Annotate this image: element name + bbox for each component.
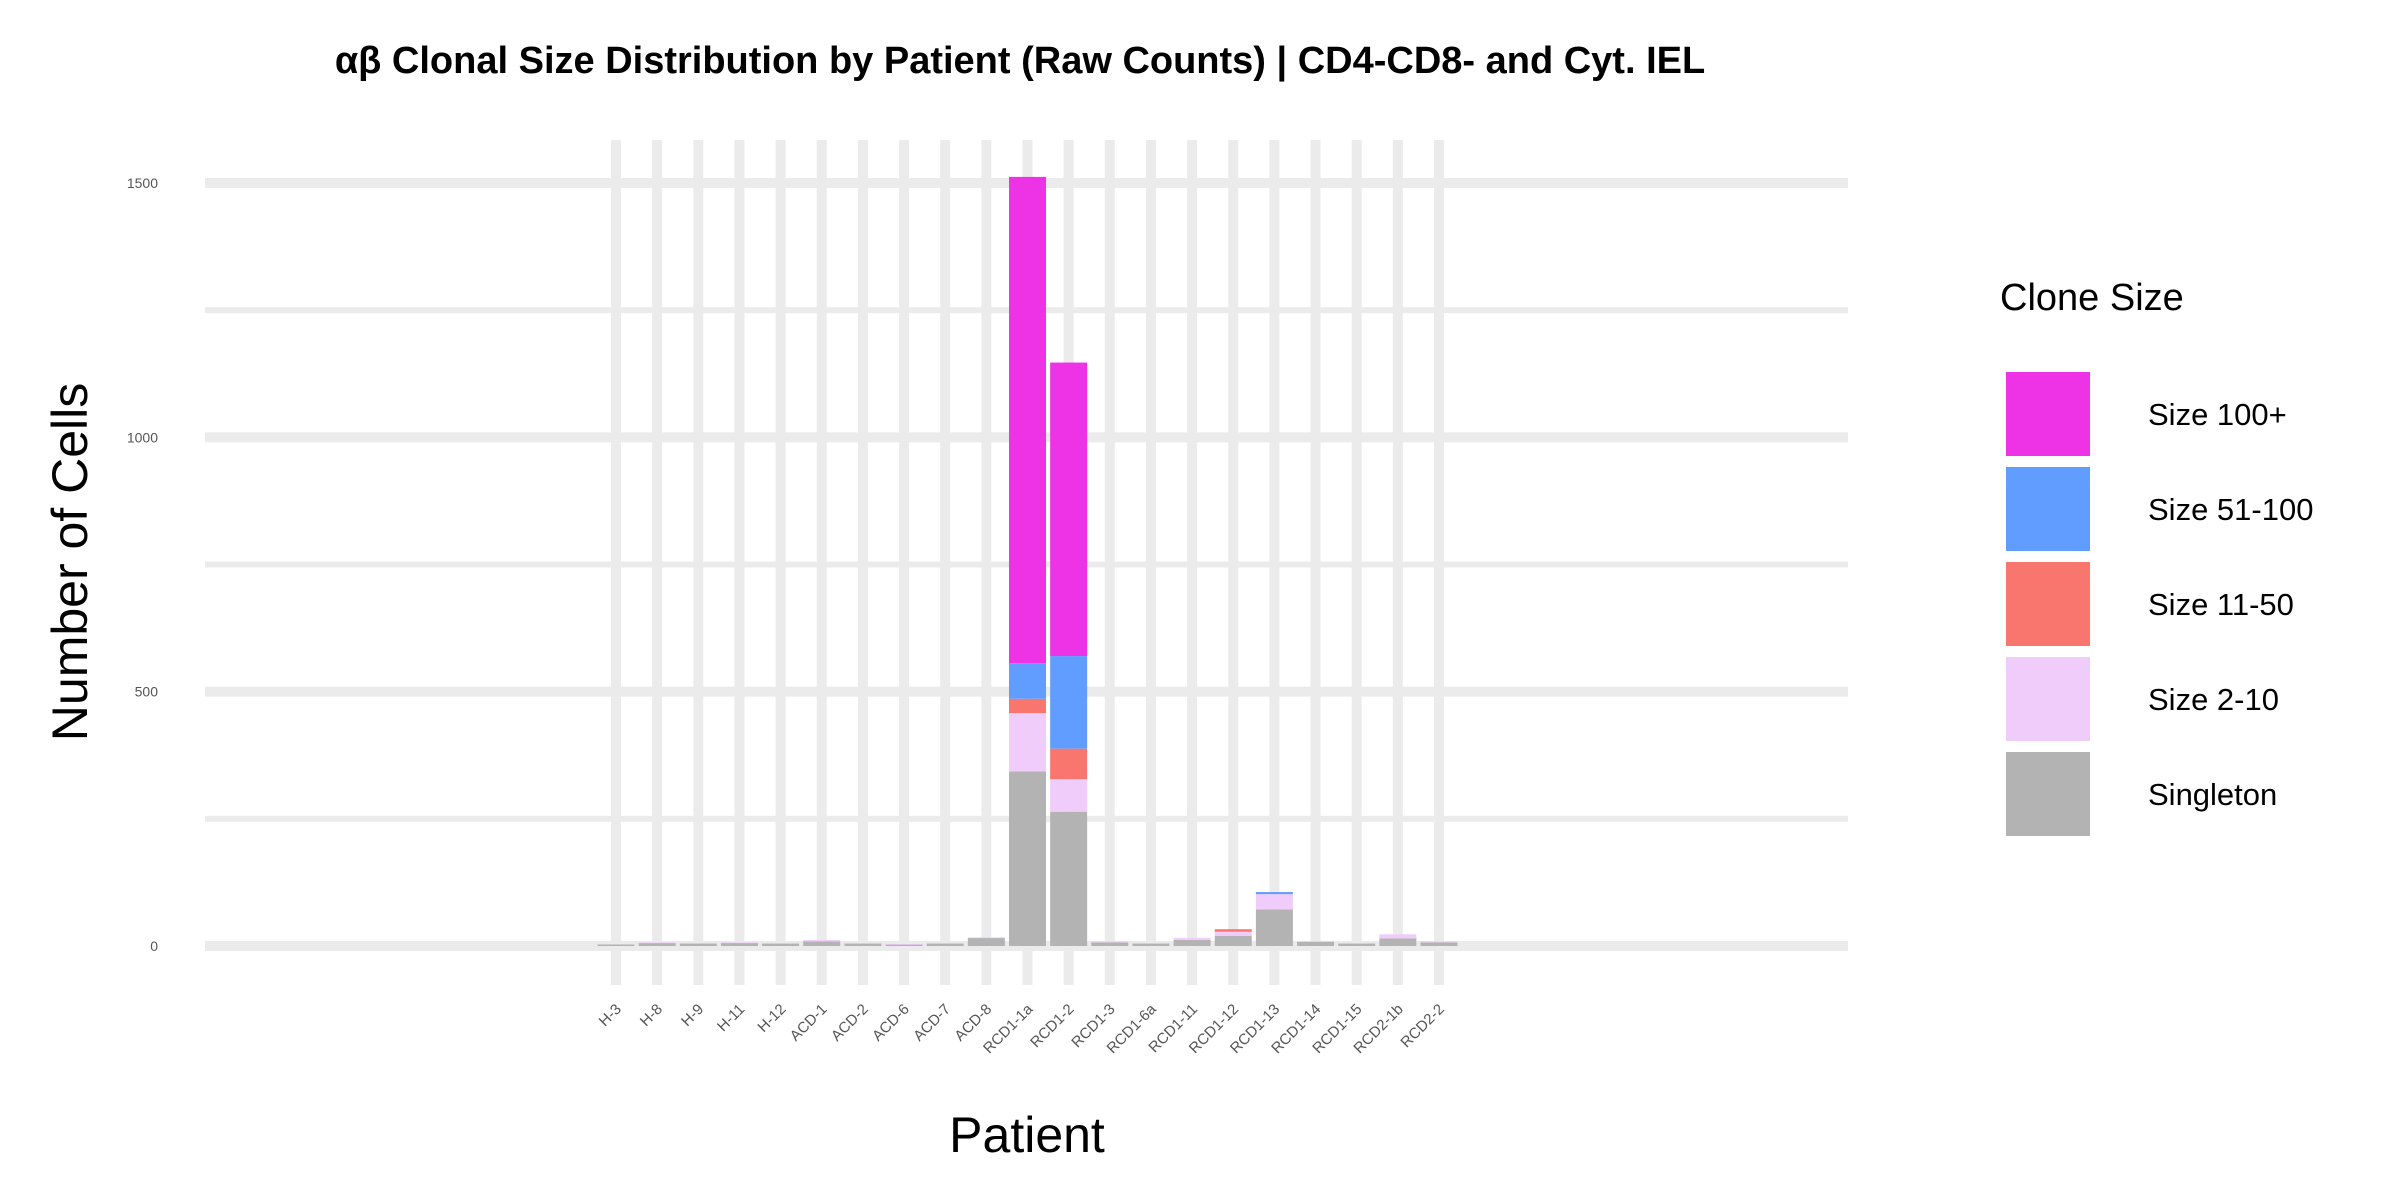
- legend-swatch: [2006, 372, 2090, 456]
- bar-segment-size-2-10: [679, 942, 717, 944]
- bar-segment-size-11-50: [1009, 698, 1046, 714]
- bar-segment-size-2-10: [1297, 940, 1335, 942]
- y-tick-label: 1500: [127, 175, 158, 191]
- bar-segment-size-51-100: [1009, 663, 1046, 699]
- x-tick-label: RCD2-2: [1397, 1001, 1447, 1051]
- legend-label: Size 2-10: [2148, 682, 2279, 717]
- bar-segment-singleton: [679, 943, 717, 946]
- legend-item: Size 11-50: [2006, 562, 2294, 646]
- bar-segment-singleton: [1132, 943, 1170, 946]
- legend-swatch: [2006, 467, 2090, 551]
- bar-segment-singleton: [1173, 939, 1211, 946]
- x-axis-ticks: H-3 H-8 H-9 H-11 H-12ACD-1ACD-2ACD-6ACD-7ACD…: [596, 1000, 1448, 1057]
- y-tick-label: 1000: [127, 429, 158, 445]
- bar-segment-size-2-10: [1214, 931, 1252, 936]
- bar-segment-size-2-10: [803, 939, 841, 942]
- bar-segment-singleton: [762, 943, 800, 946]
- legend-item: Size 100+: [2006, 372, 2287, 456]
- bar-segment-size-11-50: [1214, 929, 1252, 932]
- bar-segment-size-100-: [1050, 362, 1088, 657]
- legend-label: Size 51-100: [2148, 492, 2313, 527]
- legend-title: Clone Size: [2000, 277, 2184, 319]
- legend-items: Size 100+ Size 51-100 Size 11-50 Size 2-10 S…: [2006, 372, 2313, 836]
- bar-segment-size-2-10: [1338, 942, 1376, 944]
- bar-segment-singleton: [1255, 909, 1293, 946]
- legend-label: Size 100+: [2148, 397, 2287, 432]
- x-tick-label: ACD-7: [910, 1001, 954, 1045]
- legend-label: Singleton: [2148, 777, 2277, 812]
- legend-swatch: [2006, 562, 2090, 646]
- x-tick-label: H-9: [678, 1001, 707, 1030]
- bar-segment-size-2-10: [1420, 941, 1458, 943]
- bar-segment-size-2-10: [762, 942, 800, 944]
- bar-segment-size-2-10: [1173, 937, 1211, 940]
- bar-segment-singleton: [844, 943, 882, 946]
- y-axis-title: Number of Cells: [42, 383, 98, 741]
- legend-label: Size 11-50: [2148, 587, 2294, 622]
- x-tick-label: H-11: [714, 1001, 748, 1035]
- bar-segment-singleton: [597, 944, 635, 946]
- bar-segment-singleton: [1050, 811, 1088, 946]
- bar-segment-size-100-: [1009, 176, 1046, 664]
- bar-segment-singleton: [1420, 942, 1458, 946]
- bar-segment-size-2-10: [720, 942, 758, 944]
- bar-segment-size-2-10: [1379, 934, 1417, 939]
- legend-swatch: [2006, 752, 2090, 836]
- x-axis-title: Patient: [949, 1107, 1105, 1163]
- x-tick-label: ACD-2: [828, 1001, 872, 1045]
- bar-segment-size-2-10: [926, 942, 964, 944]
- bar-segment-size-11-50: [1050, 748, 1088, 780]
- bar-segment-size-2-10: [1009, 713, 1046, 772]
- y-tick-label: 0: [150, 938, 158, 954]
- legend-item: Size 2-10: [2006, 657, 2279, 741]
- bar-segment-singleton: [926, 943, 964, 946]
- y-axis-ticks: 0 500 1000 1500: [127, 175, 158, 954]
- bar-segment-size-2-10: [638, 942, 676, 944]
- legend-swatch: [2006, 657, 2090, 741]
- bar-segment-singleton: [720, 942, 758, 946]
- bar-segment-size-2-10: [844, 942, 882, 944]
- x-tick-label: H-8: [637, 1001, 666, 1030]
- x-tick-label: H-12: [754, 1001, 789, 1036]
- bar-segment-size-2-10: [1050, 779, 1088, 812]
- bar-segment-size-51-100: [1050, 656, 1088, 749]
- bar-segment-size-51-100: [1255, 892, 1293, 895]
- bar-segment-size-2-10: [885, 943, 923, 945]
- x-tick-label: ACD-6: [869, 1001, 913, 1045]
- bar-segment-singleton: [1297, 941, 1335, 946]
- bar-segment-singleton: [1379, 938, 1417, 946]
- bars-layer: [597, 176, 1458, 946]
- legend-item: Singleton: [2006, 752, 2277, 836]
- bar-segment-singleton: [1338, 943, 1376, 946]
- bar-segment-size-2-10: [1132, 942, 1170, 944]
- x-tick-label: ACD-1: [787, 1001, 831, 1045]
- bar-segment-singleton: [1091, 942, 1129, 946]
- y-tick-label: 500: [135, 684, 159, 700]
- bar-segment-size-2-10: [1255, 894, 1293, 910]
- bar-segment-singleton: [638, 942, 676, 946]
- bar-segment-singleton: [1214, 935, 1252, 946]
- bar-segment-size-2-10: [1091, 941, 1129, 943]
- chart-title: αβ Clonal Size Distribution by Patient (…: [334, 40, 1706, 82]
- bar-segment-size-2-10: [967, 937, 1005, 939]
- legend: Clone Size Size 100+ Size 51-100 Size 11-5…: [2000, 277, 2313, 836]
- grid-layer: [205, 140, 1848, 985]
- bar-segment-singleton: [1009, 771, 1046, 946]
- legend-item: Size 51-100: [2006, 467, 2313, 551]
- bar-segment-singleton: [967, 937, 1005, 946]
- x-tick-label: RCD1-2: [1027, 1001, 1077, 1051]
- bar-segment-singleton: [803, 941, 841, 946]
- x-tick-label: H-3: [596, 1001, 625, 1030]
- bar-segment-singleton: [885, 944, 923, 946]
